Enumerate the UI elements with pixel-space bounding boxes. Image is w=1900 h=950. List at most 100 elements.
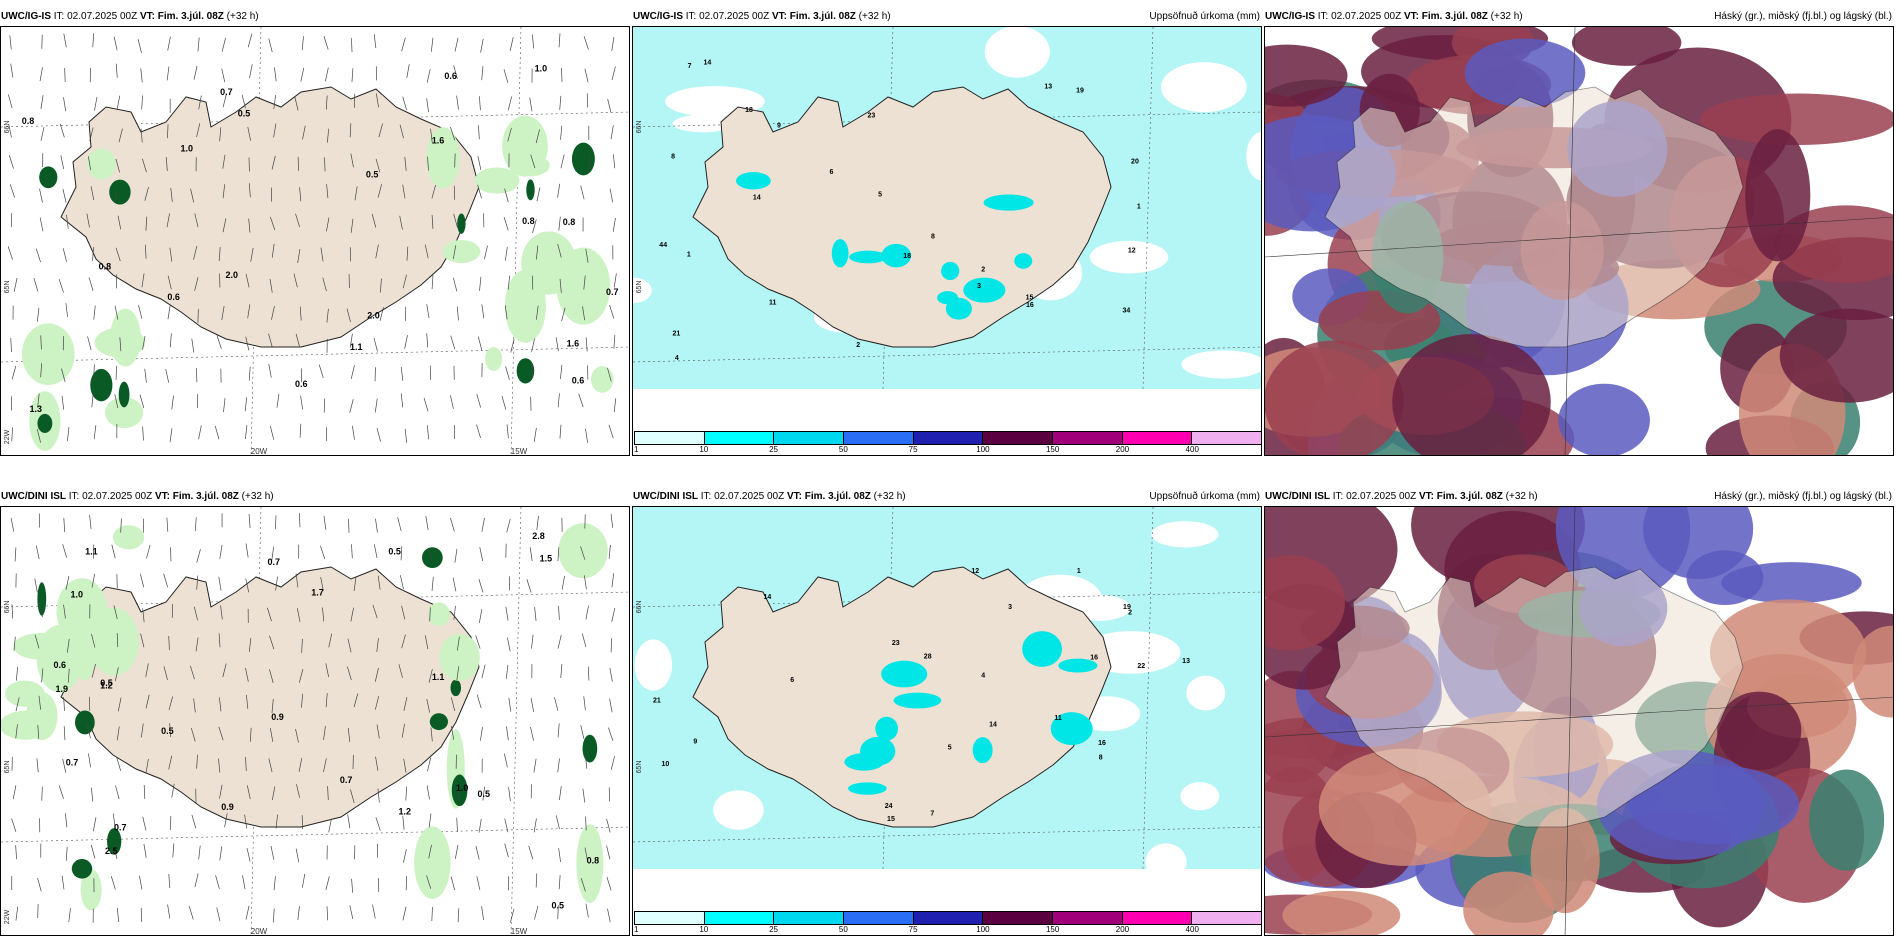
lead-time: (+32 h) [873, 491, 906, 502]
value-label: 8 [931, 234, 935, 241]
lat-label: 22W [4, 429, 11, 444]
colorbar-tick: 75 [908, 925, 918, 934]
model-name: UWC/IG-IS [633, 11, 683, 22]
value-label: 1.2 [398, 806, 411, 816]
lead-time: (+32 h) [858, 11, 891, 22]
value-label: 16 [1098, 740, 1106, 747]
value-label: 12 [971, 568, 979, 575]
value-label: 0.8 [587, 856, 600, 866]
value-label: 5 [948, 745, 952, 752]
value-label: 11 [769, 300, 777, 307]
value-label: 1.5 [540, 554, 553, 564]
value-label: 0.8 [22, 116, 35, 126]
value-label: 0.9 [271, 712, 284, 722]
value-label: 23 [867, 112, 875, 119]
value-label: 21 [653, 697, 661, 704]
field-title: Uppsöfnuð úrkoma (mm) [1149, 11, 1260, 22]
value-label: 2 [1128, 609, 1132, 616]
colorbar-tick: 400 [1185, 445, 1199, 454]
colorbar-tick: 150 [1045, 925, 1060, 934]
colorbar-tick: 1 [634, 925, 639, 934]
value-label: 15 [1026, 294, 1034, 301]
colorbar-swatch [1053, 912, 1123, 924]
panel-header: UWC/DINI ISL IT: 02.07.2025 00Z VT: Fim.… [0, 488, 630, 506]
lead-time: (+32 h) [1505, 491, 1538, 502]
lead-time: (+32 h) [226, 11, 259, 22]
lat-label: 65N [636, 281, 643, 294]
value-label: 1.0 [180, 143, 193, 153]
wind-panel: UWC/DINI ISL IT: 02.07.2025 00Z VT: Fim.… [0, 488, 630, 936]
it-label: IT: [1332, 491, 1344, 502]
lon-label: 20W [251, 447, 268, 456]
lat-label: 66N [636, 121, 643, 134]
colorbar-ticks: 1 10 25 50 75 100 150 200 400 [634, 925, 1261, 935]
value-label: 1.7 [311, 587, 324, 597]
value-label: 20 [1131, 159, 1139, 166]
lat-label: 66N [4, 601, 11, 614]
value-label: 4 [981, 673, 985, 680]
model-name: UWC/IG-IS [1265, 11, 1315, 22]
panel-header: UWC/IG-IS IT: 02.07.2025 00Z VT: Fim. 3.… [1264, 8, 1894, 26]
value-label: 0.7 [606, 287, 619, 297]
value-label: 0.6 [444, 71, 457, 81]
value-label: 1.3 [30, 404, 43, 414]
colorbar-tick: 1 [634, 445, 639, 454]
it-label: IT: [1317, 11, 1329, 22]
wind-map: 20W 15W 66N 65N 22W 0.7 0.5 0.8 0.5 1.0 0.6 0.6 2.0 0… [0, 26, 630, 456]
value-label: 0.5 [366, 170, 379, 180]
field-title: Uppsöfnuð úrkoma (mm) [1149, 491, 1260, 502]
value-label: 7 [688, 63, 692, 70]
valid-time: VT: Fim. 3.júl. 08Z [1418, 491, 1503, 502]
colorbar-ticks: 1 10 25 50 75 100 150 200 400 [634, 445, 1261, 455]
value-label: 0.5 [388, 546, 401, 556]
valid-time: VT: Fim. 3.júl. 08Z [771, 11, 856, 22]
lat-label: 66N [4, 121, 11, 134]
lead-time: (+32 h) [1490, 11, 1523, 22]
value-label: 2.8 [532, 531, 545, 541]
panel-header: UWC/DINI ISL IT: 02.07.2025 00Z VT: Fim.… [632, 488, 1262, 506]
lat-label: 66N [636, 601, 643, 614]
panel-title: UWC/IG-IS IT: 02.07.2025 00Z VT: Fim. 3.… [1265, 8, 1523, 26]
precip-map: 66N 65N 3 5 11 13 16 22 23 21 15 28 14 16 24 19 14 12 10 9 6… [632, 506, 1262, 936]
colorbar-swatch [635, 912, 705, 924]
value-label: 2.0 [226, 270, 239, 280]
init-time: 02.07.2025 00Z [82, 491, 153, 502]
value-label: 21 [673, 330, 681, 337]
panel-header: UWC/IG-IS IT: 02.07.2025 00Z VT: Fim. 3.… [0, 8, 630, 26]
value-label: 8 [671, 154, 675, 161]
model-name: UWC/IG-IS [1, 11, 51, 22]
value-label: 14 [753, 194, 761, 201]
precip-panel: UWC/IG-IS IT: 02.07.2025 00Z VT: Fim. 3.… [632, 8, 1262, 456]
value-label: 14 [763, 594, 771, 601]
valid-time: VT: Fim. 3.júl. 08Z [786, 491, 871, 502]
colorbar-tick: 150 [1045, 445, 1060, 454]
iceland-landmass [60, 566, 480, 828]
value-label: 0.8 [563, 217, 576, 227]
colorbar-tick: 200 [1115, 445, 1130, 454]
wind-panel: UWC/IG-IS IT: 02.07.2025 00Z VT: Fim. 3.… [0, 8, 630, 456]
value-label: 2.0 [367, 310, 380, 320]
value-label: 0.5 [100, 678, 113, 688]
value-label: 13 [1044, 84, 1052, 91]
valid-time: VT: Fim. 3.júl. 08Z [1403, 11, 1488, 22]
colorbar-tick: 10 [699, 445, 709, 454]
colorbar-tick: 10 [699, 925, 709, 934]
value-label: 18 [903, 253, 911, 260]
value-label: 9 [693, 738, 697, 745]
colorbar-swatch [704, 432, 775, 444]
value-label: 0.7 [267, 557, 280, 567]
value-label: 1 [687, 251, 691, 258]
value-label: 1.0 [535, 63, 548, 73]
value-label: 1.6 [567, 339, 580, 349]
value-label: 1.6 [432, 135, 445, 145]
value-label: 3 [1008, 604, 1012, 611]
colorbar-tick: 200 [1115, 925, 1130, 934]
iceland-landmass [692, 86, 1112, 348]
precip-panel: UWC/DINI ISL IT: 02.07.2025 00Z VT: Fim.… [632, 488, 1262, 936]
panel-title: UWC/DINI ISL IT: 02.07.2025 00Z VT: Fim.… [633, 488, 906, 506]
lat-label: 65N [636, 761, 643, 774]
value-label: 4 [675, 355, 679, 362]
value-label: 19 [1076, 88, 1084, 95]
value-label: 0.8 [522, 216, 535, 226]
colorbar-swatch [1122, 912, 1193, 924]
